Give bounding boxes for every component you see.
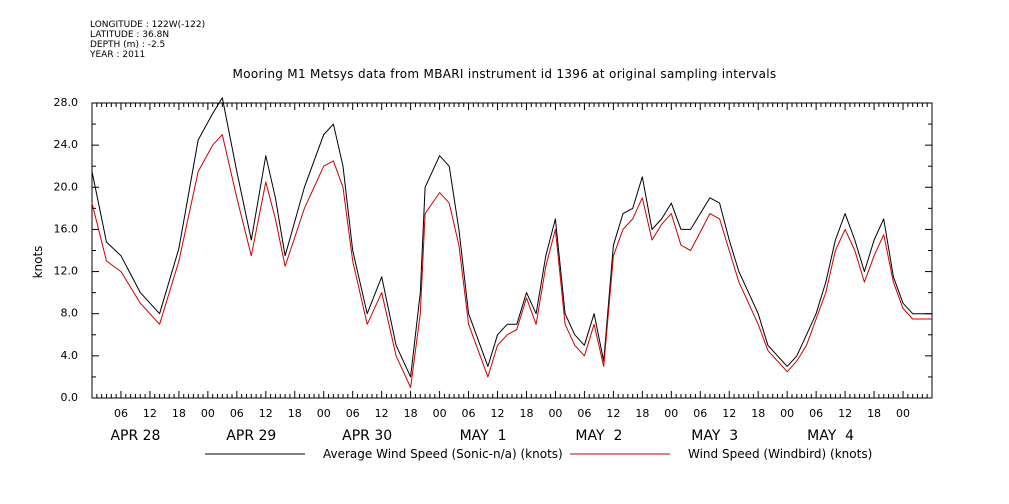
y-tick-label: 28.0: [54, 96, 79, 109]
x-tick-label: 00: [664, 407, 678, 420]
x-tick-label: 00: [201, 407, 215, 420]
x-tick-label: 12: [722, 407, 736, 420]
x-tick-label: 06: [462, 407, 476, 420]
x-date-label: APR 30: [342, 428, 392, 444]
y-tick-label: 16.0: [54, 222, 79, 235]
x-tick-label: 18: [867, 407, 881, 420]
meta-depth: DEPTH (m) : -2.5: [90, 40, 166, 50]
x-tick-label: 18: [519, 407, 533, 420]
chart-title: Mooring M1 Metsys data from MBARI instru…: [232, 67, 777, 81]
legend-label-windbird: Wind Speed (Windbird) (knots): [688, 447, 872, 461]
y-tick-label: 0.0: [61, 391, 79, 404]
series-line-sonic: [91, 97, 932, 378]
x-date-label: MAY 4: [807, 428, 854, 444]
x-tick-label: 12: [491, 407, 505, 420]
x-tick-label: 06: [230, 407, 244, 420]
y-tick-label: 12.0: [54, 265, 79, 278]
y-tick-label: 4.0: [61, 349, 79, 362]
x-date-label: MAY 3: [691, 428, 738, 444]
x-tick-label: 18: [635, 407, 649, 420]
series-line-windbird: [91, 134, 932, 388]
x-tick-label: 06: [577, 407, 591, 420]
x-tick-label: 06: [809, 407, 823, 420]
x-tick-label: 18: [172, 407, 186, 420]
x-tick-label: 12: [259, 407, 273, 420]
x-tick-label: 06: [114, 407, 128, 420]
y-axis-label: knots: [31, 246, 45, 279]
x-tick-label: 18: [404, 407, 418, 420]
x-tick-label: 00: [317, 407, 331, 420]
x-date-label: APR 28: [110, 428, 160, 444]
x-tick-label: 00: [433, 407, 447, 420]
y-tick-label: 20.0: [54, 180, 79, 193]
y-tick-label: 24.0: [54, 138, 79, 151]
station-metadata: LONGITUDE : 122W(-122) LATITUDE : 36.8N …: [90, 20, 205, 60]
x-tick-label: 12: [606, 407, 620, 420]
x-tick-label: 18: [751, 407, 765, 420]
y-tick-label: 8.0: [61, 307, 79, 320]
x-tick-label: 06: [693, 407, 707, 420]
x-tick-label: 00: [780, 407, 794, 420]
meta-longitude: LONGITUDE : 122W(-122): [90, 20, 206, 30]
x-tick-label: 12: [375, 407, 389, 420]
meta-year: YEAR : 2011: [90, 50, 146, 60]
x-tick-label: 18: [288, 407, 302, 420]
x-tick-label: 06: [346, 407, 360, 420]
legend: Average Wind Speed (Sonic-n/a) (knots) W…: [205, 447, 872, 461]
x-tick-label: 12: [838, 407, 852, 420]
x-date-label: MAY 2: [575, 428, 622, 444]
x-date-label: MAY 1: [460, 428, 507, 444]
legend-label-sonic: Average Wind Speed (Sonic-n/a) (knots): [323, 447, 563, 461]
x-date-label: APR 29: [226, 428, 276, 444]
x-tick-label: 12: [143, 407, 157, 420]
x-tick-label: 00: [896, 407, 910, 420]
x-tick-label: 00: [548, 407, 562, 420]
plot-frame: [91, 102, 933, 399]
meta-latitude: LATITUDE : 36.8N: [90, 30, 170, 40]
